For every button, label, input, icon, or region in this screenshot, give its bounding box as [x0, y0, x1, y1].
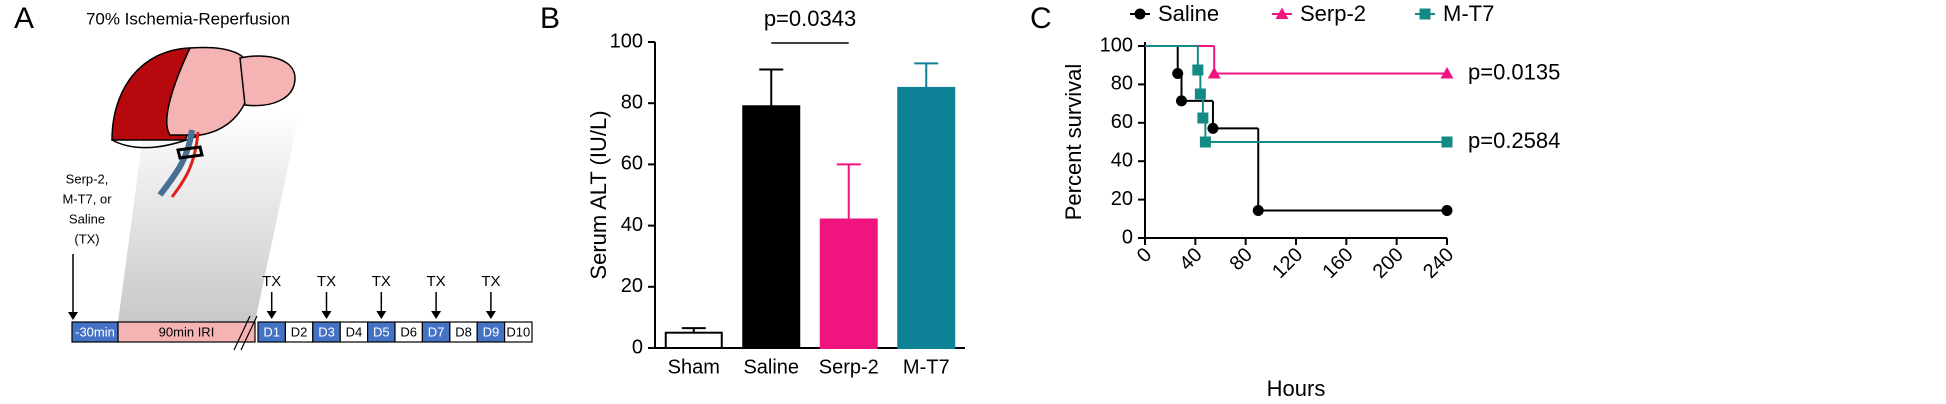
x-tick-label: 200 — [1369, 244, 1408, 283]
treatment-text: Serp-2, — [66, 171, 109, 186]
charts: B Serum ALT (IU/L) 0 20 40 60 80 100 Sham Saline S… — [540, 1, 1560, 401]
y-tick-label: 100 — [610, 30, 643, 52]
x-tick-label: 40 — [1175, 244, 1206, 275]
arrowhead — [376, 311, 387, 319]
legend-label: M-T7 — [1443, 1, 1494, 26]
y-tick-label: 100 — [1100, 34, 1133, 56]
y-tick-label: 60 — [621, 153, 643, 175]
y-tick-label: 40 — [621, 214, 643, 236]
y-tick-label: 0 — [632, 336, 643, 358]
y-tick-label: 20 — [1111, 188, 1133, 210]
legend-marker — [1419, 8, 1431, 20]
timeline-label: 90min IRI — [159, 324, 215, 339]
marker — [1199, 136, 1211, 148]
timeline-label: D3 — [318, 324, 335, 339]
timeline-label: D6 — [400, 324, 417, 339]
marker — [1252, 205, 1264, 217]
legend-label: Serp-2 — [1300, 1, 1366, 26]
x-tick-label: 0 — [1133, 244, 1156, 267]
y-tick-label: 40 — [1111, 149, 1133, 171]
arrowhead — [321, 311, 332, 319]
diagram-title: 70% Ischemia-Reperfusion — [86, 9, 290, 28]
y-tick-label: 80 — [1111, 73, 1133, 95]
arrowhead — [485, 311, 496, 319]
tx-label: TX — [481, 273, 500, 290]
timeline-box — [504, 321, 533, 343]
timeline-label: D5 — [373, 324, 390, 339]
y-tick-label: 60 — [1111, 111, 1133, 133]
panel-label: A — [14, 2, 34, 35]
legend-marker — [1134, 8, 1146, 20]
arrowhead — [431, 311, 442, 319]
x-tick-label: Sham — [668, 356, 720, 378]
treatment-text: (TX) — [74, 231, 99, 246]
vessel — [170, 131, 200, 198]
tx-label: TX — [372, 273, 391, 290]
timeline-label: D4 — [346, 324, 363, 339]
vessel — [157, 129, 195, 197]
p-value: p=0.2584 — [1468, 128, 1560, 153]
panel-label: C — [1030, 2, 1052, 35]
y-axis-label: Percent survival — [1061, 64, 1086, 221]
bar — [897, 86, 956, 350]
y-tick-label: 20 — [621, 275, 643, 297]
liver-lobe — [239, 55, 296, 107]
p-value: p=0.0343 — [764, 6, 856, 31]
tx-label: TX — [427, 273, 446, 290]
liver-lobe — [166, 46, 250, 136]
timeline-label: D9 — [483, 324, 500, 339]
timeline-label: D2 — [291, 324, 308, 339]
marker — [1207, 66, 1221, 79]
x-tick-label: 240 — [1419, 244, 1458, 283]
timeline-box — [117, 321, 256, 343]
marker — [1194, 88, 1206, 100]
timeline-label: D8 — [455, 324, 472, 339]
tx-label: TX — [317, 273, 336, 290]
legend-marker — [1275, 7, 1289, 19]
timeline: -30min 90min IRI D1 D2 D3 D4 D5 D6 D7 D8 D9 D10 TX TX… — [71, 273, 533, 343]
break-mark — [240, 315, 258, 351]
bar — [742, 105, 801, 350]
x-tick-label: M-T7 — [903, 356, 950, 378]
marker — [1192, 64, 1204, 76]
y-tick-label: 0 — [1122, 226, 1133, 248]
marker — [1441, 205, 1453, 217]
projection — [118, 110, 300, 322]
bar — [664, 331, 723, 350]
timeline-label: D10 — [506, 324, 530, 339]
treatment-text: Saline — [69, 211, 105, 226]
p-value: p=0.0135 — [1468, 59, 1560, 84]
x-tick-label: Serp-2 — [819, 356, 879, 378]
break-mark — [233, 315, 251, 351]
x-tick-label: 120 — [1268, 244, 1307, 283]
clamp — [176, 145, 204, 160]
y-axis-label: Serum ALT (IU/L) — [586, 110, 611, 279]
treatment-text: M-T7, or — [62, 191, 112, 206]
x-tick-label: 80 — [1226, 244, 1257, 275]
legend-label: Saline — [1158, 1, 1219, 26]
timeline-label: D1 — [263, 324, 280, 339]
marker — [1207, 122, 1219, 134]
arrowhead — [266, 311, 277, 319]
x-tick-label: 160 — [1318, 244, 1357, 283]
marker — [1172, 67, 1184, 79]
arrowhead — [68, 312, 78, 320]
marker — [1440, 66, 1454, 79]
x-axis-label: Hours — [1267, 376, 1326, 401]
timeline-label: D7 — [428, 324, 445, 339]
tx-label: TX — [262, 273, 281, 290]
y-tick-label: 80 — [621, 91, 643, 113]
marker — [1441, 136, 1453, 148]
marker — [1175, 95, 1187, 107]
timeline-label: -30min — [75, 324, 115, 339]
marker — [1197, 112, 1209, 124]
bar — [819, 218, 878, 349]
panel-a: A 70% Ischemia-Reperfusion Serp-2, M-T7,… — [14, 2, 533, 351]
panel-label: B — [540, 2, 560, 35]
x-tick-label: Saline — [743, 356, 799, 378]
